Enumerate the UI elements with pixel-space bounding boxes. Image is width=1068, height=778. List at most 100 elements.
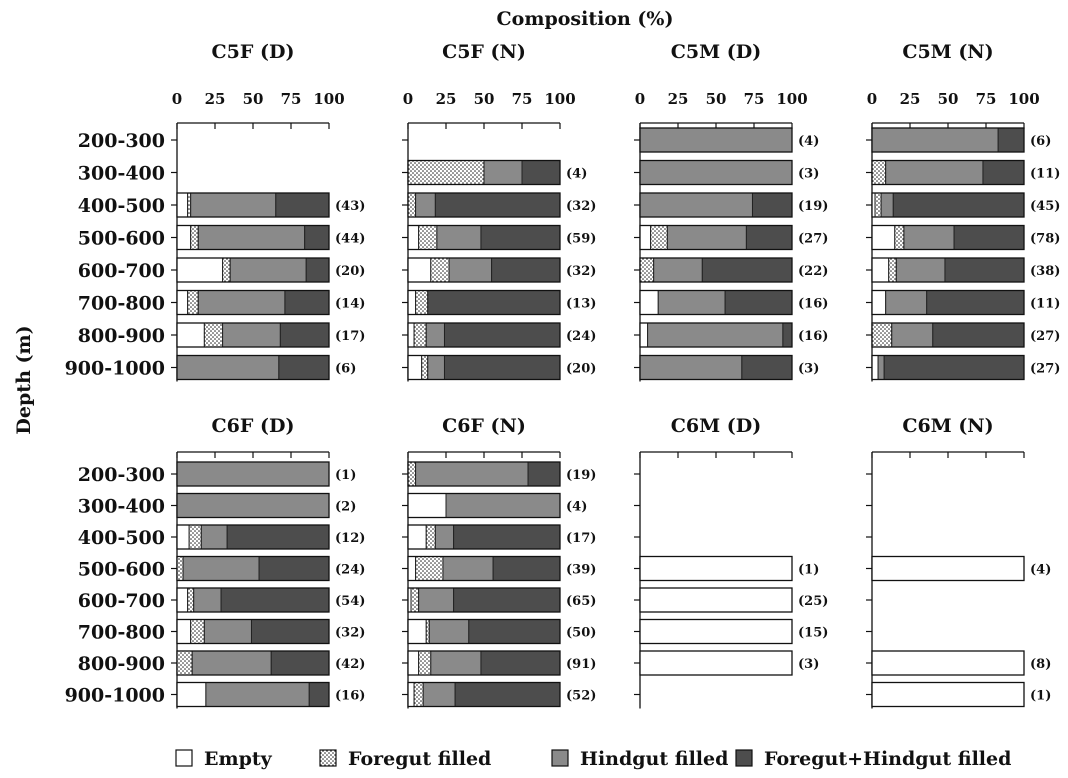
panel-c5f-n: C5F (N) 0 25 50 75 100 (4) (32) (59) (32) (13) (24)… <box>402 41 596 382</box>
bar-segment-empty <box>407 322 415 348</box>
y-tick-label: 800-900 <box>78 653 165 675</box>
bar-segment-hindgut-filled <box>434 524 455 550</box>
bar-segment-hindgut-filled <box>877 355 885 380</box>
bar-outline <box>871 127 1025 153</box>
bar-segment-hindgut-filled <box>182 556 260 581</box>
bar-segment-hindgut-filled <box>427 355 445 380</box>
bar-outline <box>176 354 330 381</box>
legend: Empty Foregut filled Hindgut filled Foregut… <box>175 748 1011 770</box>
sample-count-label: (20) <box>566 362 596 377</box>
bar-outline <box>176 587 330 613</box>
legend-label: Hindgut filled <box>580 748 728 770</box>
bar-segment-foregut-filled <box>888 257 897 283</box>
bar-outline <box>407 524 561 550</box>
x-tick-label: 0 <box>403 90 413 108</box>
bar-segment-foregut-hindgut-filled <box>270 650 330 676</box>
bar-outline <box>176 192 330 218</box>
bar-outline <box>639 555 793 582</box>
bar-segment-empty <box>639 619 793 644</box>
bar-segment-foregut-filled <box>203 322 224 348</box>
bar-segment-foregut-filled <box>407 160 485 185</box>
x-tick-label: 0 <box>867 90 877 108</box>
x-tick-label: 50 <box>706 90 727 108</box>
x-axis-title: Composition (%) <box>497 8 674 30</box>
bar-outline <box>176 461 330 487</box>
sample-count-label: (19) <box>798 199 828 214</box>
bar-segment-empty <box>176 257 224 283</box>
bar-segment-empty <box>176 619 192 644</box>
bar-segment-hindgut-filled <box>880 192 894 218</box>
y-tick-label: 300-400 <box>78 163 165 185</box>
bar-segment-empty <box>407 682 415 707</box>
bar-outline <box>407 289 561 316</box>
bar-segment-empty <box>176 322 205 348</box>
sample-count-label: (4) <box>566 167 587 182</box>
bar-outline <box>639 354 793 381</box>
bar-outline <box>176 618 330 645</box>
x-tick-label: 100 <box>776 90 807 108</box>
sample-count-label: (52) <box>566 689 596 704</box>
sample-count-label: (3) <box>798 167 819 182</box>
bar-segment-foregut-hindgut-filled <box>953 225 1025 250</box>
bar-segment-empty <box>639 587 793 613</box>
sample-count-label: (17) <box>566 531 596 546</box>
bar-outline <box>639 322 793 348</box>
bar-segment-hindgut-filled <box>430 650 482 676</box>
bar-segment-foregut-hindgut-filled <box>258 556 330 581</box>
sample-count-label: (3) <box>798 362 819 377</box>
bar-segment-foregut-hindgut-filled <box>284 290 330 315</box>
bar-segment-foregut-filled <box>176 556 184 581</box>
bar-segment-foregut-hindgut-filled <box>480 650 561 676</box>
sample-count-label: (45) <box>1030 199 1060 214</box>
sample-count-label: (6) <box>335 362 356 377</box>
bar-outline <box>407 587 561 613</box>
bar-segment-foregut-filled <box>187 290 199 315</box>
sample-count-label: (4) <box>798 134 819 149</box>
bar-segment-empty <box>639 290 659 315</box>
panel-title: C6F (D) <box>212 415 295 437</box>
bar-segment-hindgut-filled <box>203 619 252 644</box>
bar-outline <box>871 192 1025 218</box>
y-tick-label: 600-700 <box>78 590 165 612</box>
bar-segment-foregut-filled <box>413 682 424 707</box>
bar-segment-foregut-filled <box>187 587 195 613</box>
bar-segment-empty <box>176 682 207 707</box>
x-tick-label: 100 <box>1008 90 1039 108</box>
bar-segment-empty <box>176 587 189 613</box>
bar-segment-foregut-hindgut-filled <box>782 322 793 348</box>
bar-segment-foregut-filled <box>190 225 199 250</box>
bar-segment-hindgut-filled <box>895 257 946 283</box>
panel-c6m-d: C6M (D) (1) (25) (15) (3) <box>634 415 828 709</box>
sample-count-label: (59) <box>566 232 596 247</box>
panel-title: C5M (N) <box>902 41 993 63</box>
bar-outline <box>871 289 1025 316</box>
bar-segment-hindgut-filled <box>639 192 753 218</box>
bar-segment-foregut-hindgut-filled <box>701 257 793 283</box>
sample-count-label: (4) <box>1030 563 1051 578</box>
bar-outline <box>639 618 793 645</box>
bar-segment-hindgut-filled <box>222 322 281 348</box>
bar-segment-foregut-hindgut-filled <box>220 587 330 613</box>
bar-segment-foregut-hindgut-filled <box>997 127 1025 153</box>
x-tick-label: 75 <box>512 90 533 108</box>
bar-segment-foregut-filled <box>190 619 205 644</box>
bar-segment-hindgut-filled <box>197 290 286 315</box>
y-tick-label: 700-800 <box>78 622 165 644</box>
bar-outline <box>639 289 793 316</box>
sample-count-label: (32) <box>335 626 365 641</box>
bar-segment-hindgut-filled <box>415 192 436 218</box>
sample-count-label: (14) <box>335 297 365 312</box>
bar-segment-foregut-filled <box>176 650 193 676</box>
bar-segment-hindgut-filled <box>871 127 999 153</box>
x-tick-label: 50 <box>474 90 495 108</box>
bar-segment-foregut-hindgut-filled <box>527 461 561 487</box>
panel-c6m-n: C6M (N) (4) (8) (1) <box>866 415 1051 709</box>
legend-label: Foregut filled <box>348 748 491 770</box>
bar-segment-hindgut-filled <box>903 225 955 250</box>
bar-segment-foregut-hindgut-filled <box>427 290 561 315</box>
sample-count-label: (12) <box>335 531 365 546</box>
bar-segment-foregut-hindgut-filled <box>304 225 330 250</box>
bar-segment-foregut-hindgut-filled <box>468 619 561 644</box>
bar-segment-foregut-hindgut-filled <box>305 257 330 283</box>
